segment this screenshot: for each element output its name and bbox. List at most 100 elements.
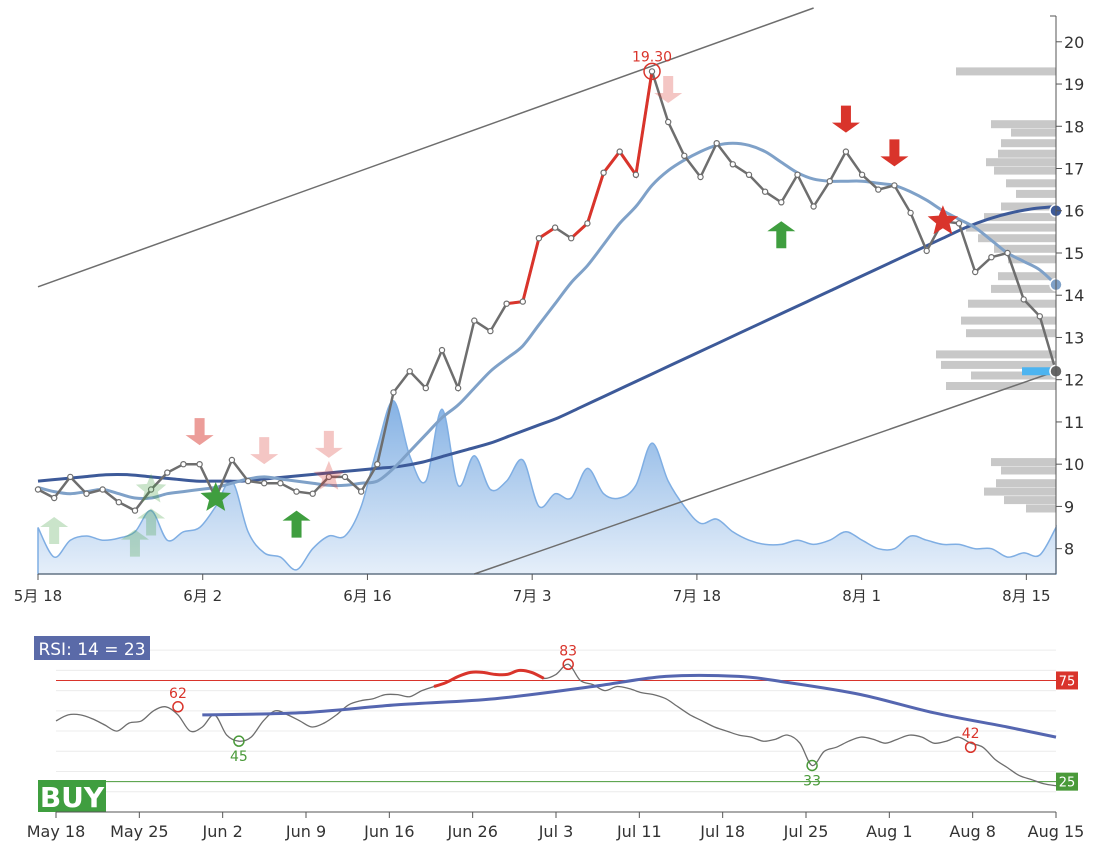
price-point [648,68,656,75]
price-point [1020,296,1027,303]
price-point [374,461,381,468]
rsi-x-tick-label: Jun 2 [202,822,243,841]
price-point [261,480,268,487]
price-point [503,300,510,307]
max-label: 19.30 [632,49,672,65]
price-point [180,461,187,468]
price-point [277,480,284,487]
ma-long-line [37,205,1057,483]
rsi-extreme-label: 45 [230,749,248,765]
price-point [988,254,995,261]
volume-profile-bar [961,316,1056,325]
price-line [37,71,1058,513]
volume-profile-bar [991,120,1056,129]
volume-profile-bar [978,234,1056,243]
price-point [745,171,753,178]
price-point [551,224,559,231]
volume-profile-bar [991,458,1056,467]
x-tick-label: 6月 2 [183,587,222,605]
price-highlight-segment [506,226,556,306]
max-marker [643,62,661,81]
price-point [632,171,640,178]
price-point [406,368,413,375]
rsi-extreme-label: 42 [962,726,980,742]
y-tick-label: 18 [1064,117,1084,136]
rsi-extreme-marker [964,741,977,753]
x-tick-label: 8月 15 [1002,587,1050,605]
rsi-x-tick-label: Jul 25 [783,822,829,841]
y-tick-label: 13 [1064,328,1084,347]
price-point [1004,249,1011,257]
rsi-line [55,663,1057,787]
signal-star [927,205,959,235]
price-point [390,389,397,396]
sell-signal-arrow [185,418,214,446]
rsi-ma-line [202,673,1057,739]
volume-profile-bar [1006,179,1056,188]
volume-profile-bar [936,350,1056,359]
price-point [600,169,607,176]
y-tick-label: 15 [1064,244,1084,263]
price-point [358,488,365,495]
volume-profile-bar [1016,189,1056,198]
price-point [891,182,898,189]
price-point [681,152,688,159]
volume-profile-bar [1001,202,1056,211]
lower-threshold-label: 25 [1059,776,1076,791]
rsi-x-tick-label: Jun 16 [363,822,414,841]
price-point [454,384,462,392]
volume-profile-bar [946,382,1056,390]
buy-label: BUY [40,781,105,814]
price-point [83,490,90,497]
rsi-x-tick-label: May 25 [110,822,169,841]
sell-signal-arrow [654,76,683,104]
volume-profile-bar [968,299,1056,308]
rsi-x-tick-label: May 18 [27,822,86,841]
x-tick-label: 7月 3 [513,587,552,605]
y-tick-label: 20 [1064,33,1084,52]
volume-profile-bar [984,213,1056,222]
volume-profile-bar [971,371,1056,380]
price-point [858,171,866,178]
volume-profile-bar [998,272,1056,281]
buy-badge [38,780,106,812]
buy-signal-arrow [137,508,166,536]
price-point [826,177,834,185]
y-tick-label: 19 [1064,75,1084,94]
rsi-x-tick-label: Aug 1 [866,822,913,841]
volume-profile-bar [998,149,1056,158]
y-tick-label: 14 [1064,286,1084,305]
price-point [568,234,575,242]
price-point [616,148,623,155]
volume-profile-bar [986,158,1056,167]
price-point [535,234,543,242]
rsi-extreme-marker [172,701,184,713]
current-price-marker [1022,367,1056,376]
price-point [67,473,74,481]
rsi-extreme-marker [562,658,574,671]
rsi-extreme-label: 62 [169,686,187,702]
price-panel: 19.30 8 9 10 11 12 13 14 15 16 17 18 19 20 5月 18 6月 2 6月… [14,7,1084,605]
price-point [244,477,252,485]
price-point [51,494,58,502]
price-highlight-segment [570,71,654,240]
y-tick-label: 8 [1064,540,1074,559]
y-tick-label: 11 [1064,413,1084,432]
price-point [115,499,123,506]
price-point [778,199,785,206]
rsi-x-tick-label: Aug 15 [1028,822,1085,841]
x-tick-label: 5月 18 [14,587,62,605]
price-point [794,171,801,178]
price-point [972,268,979,276]
price-point [325,473,333,481]
price-point [729,161,737,168]
price-point [341,473,349,481]
rsi-overbought-segment [433,668,545,688]
buy-signal-arrow [282,510,311,538]
price-point [422,384,429,392]
lower-threshold-badge [1056,772,1078,791]
sell-signal-arrow [185,418,214,446]
channel-lower-line [474,370,1057,575]
price-point [713,139,720,147]
